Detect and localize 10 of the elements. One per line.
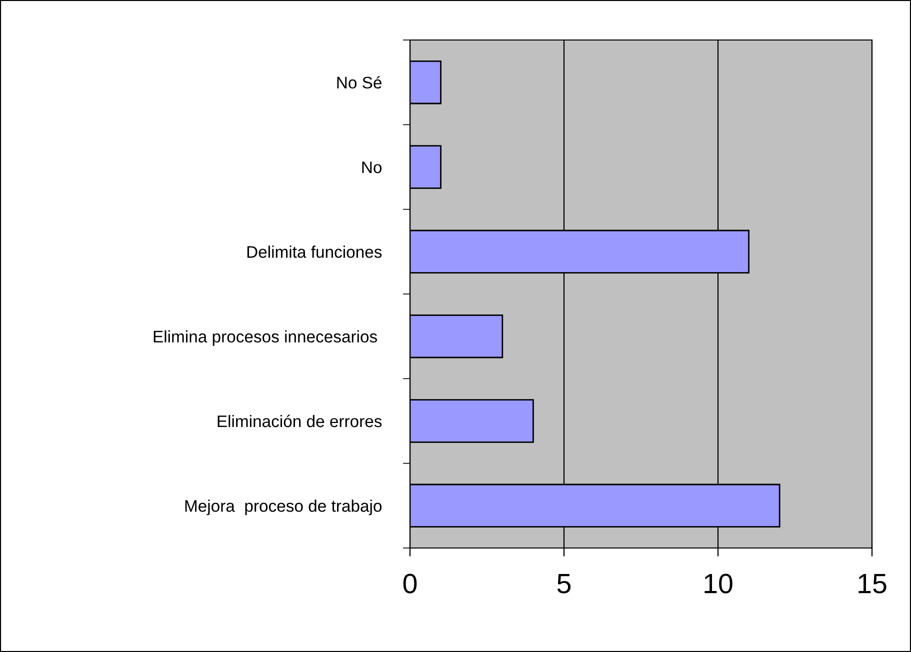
y-tick-label: Mejora proceso de trabajo: [185, 500, 382, 516]
x-tick-label: 5: [557, 574, 571, 594]
x-tick-label: 0: [403, 574, 417, 594]
x-tick-label: 10: [704, 574, 732, 594]
y-tick-label: Elimina procesos innecesarios: [154, 330, 378, 346]
y-tick-label: No Sé: [337, 76, 382, 89]
y-tick-label: No: [362, 162, 382, 174]
y-tick-label: Eliminación de errores: [218, 414, 382, 428]
y-tick-label: Delimita funciones: [247, 246, 382, 258]
x-tick-label: 15: [858, 574, 886, 594]
